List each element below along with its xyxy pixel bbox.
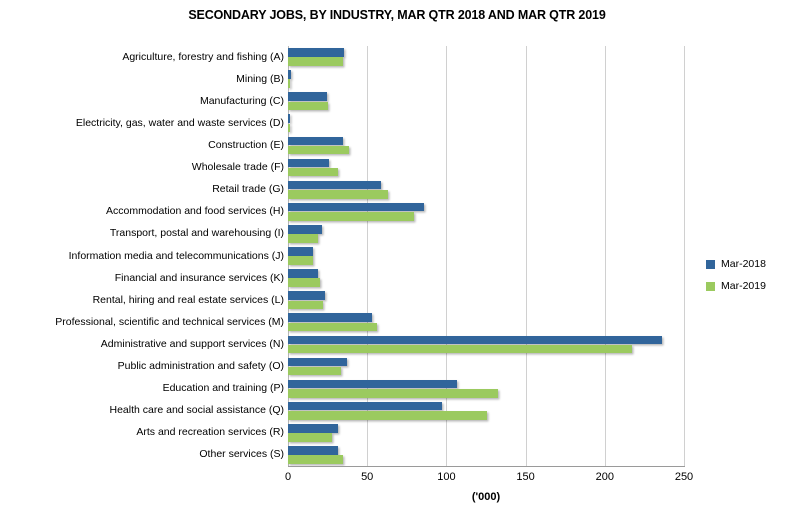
gridline-250 — [684, 46, 685, 466]
category-label: Administrative and support services (N) — [100, 337, 284, 350]
bar-mar-2019 — [288, 300, 323, 310]
bar-mar-2018 — [288, 423, 338, 433]
bar-mar-2019 — [288, 123, 290, 133]
category-label: Wholesale trade (F) — [191, 161, 284, 174]
bar-mar-2019 — [288, 366, 342, 376]
bar-mar-2019 — [288, 234, 319, 243]
bar-mar-2019 — [288, 256, 313, 265]
bar-row — [288, 400, 684, 422]
bar-mar-2019 — [288, 278, 320, 287]
bar-mar-2018 — [288, 446, 338, 455]
bar-row — [288, 112, 684, 134]
x-axis-line — [288, 466, 685, 467]
bar-row — [288, 134, 684, 156]
bar-row — [288, 311, 684, 333]
category-label: Financial and insurance services (K) — [114, 271, 284, 284]
bar-mar-2018 — [288, 401, 442, 411]
bar-row — [288, 289, 684, 311]
category-label: Electricity, gas, water and waste servic… — [75, 116, 284, 129]
bar-row — [288, 267, 684, 289]
x-tick-label: 100 — [437, 471, 456, 483]
bar-row — [288, 68, 684, 90]
legend-label: Mar-2018 — [721, 258, 766, 270]
bar-row — [288, 333, 684, 355]
category-axis-labels: Agriculture, forestry and fishing (A) Min… — [0, 46, 284, 466]
bar-mar-2018 — [288, 379, 457, 389]
category-label: Education and training (P) — [162, 382, 284, 395]
x-tick-label: 150 — [516, 471, 535, 483]
bar-mar-2019 — [288, 57, 343, 66]
x-tick-label: 250 — [674, 471, 694, 483]
bar-row — [288, 201, 684, 223]
bar-row — [288, 378, 684, 400]
category-label: Mining (B) — [236, 72, 284, 85]
category-label: Other services (S) — [199, 448, 284, 461]
bar-mar-2018 — [288, 202, 425, 212]
bar-mar-2018 — [288, 335, 662, 345]
x-tick-label: 200 — [595, 471, 614, 483]
category-label: Professional, scientific and technical s… — [55, 315, 284, 328]
bar-mar-2019 — [288, 212, 414, 221]
plot-area — [288, 46, 685, 466]
category-label: Arts and recreation services (R) — [136, 426, 284, 439]
bar-mar-2019 — [288, 411, 487, 420]
chart-legend: Mar-2018 Mar-2019 — [706, 258, 792, 302]
category-label: Information media and telecommunications… — [68, 249, 284, 262]
legend-entry[interactable]: Mar-2018 — [706, 258, 792, 270]
legend-swatch-icon — [706, 259, 715, 269]
bar-row — [288, 90, 684, 112]
chart-title: SECONDARY JOBS, BY INDUSTRY, MAR QTR 201… — [188, 8, 606, 22]
bar-mar-2018 — [288, 291, 326, 300]
bar-mar-2018 — [288, 357, 347, 367]
bar-mar-2019 — [288, 101, 329, 111]
bar-row — [288, 444, 684, 466]
category-label: Rental, hiring and real estate services … — [92, 293, 284, 306]
bar-rows — [288, 46, 684, 466]
bar-row — [288, 223, 684, 245]
bar-mar-2019 — [288, 79, 291, 89]
x-tick-label: 0 — [284, 471, 292, 483]
category-label: Retail trade (G) — [212, 183, 284, 196]
bar-mar-2018 — [288, 92, 327, 101]
bar-mar-2019 — [288, 322, 377, 332]
bar-mar-2018 — [288, 136, 343, 146]
bar-mar-2018 — [288, 180, 382, 190]
category-label: Construction (E) — [208, 138, 284, 151]
bar-mar-2018 — [288, 70, 292, 79]
category-label: Transport, postal and warehousing (I) — [109, 227, 284, 240]
bar-mar-2019 — [288, 344, 632, 354]
bar-row — [288, 422, 684, 444]
bar-mar-2018 — [288, 158, 330, 168]
legend-entry[interactable]: Mar-2019 — [706, 280, 792, 292]
bar-mar-2018 — [288, 48, 345, 57]
category-label: Agriculture, forestry and fishing (A) — [122, 50, 284, 63]
bar-mar-2019 — [288, 167, 338, 177]
category-label: Public administration and safety (O) — [117, 360, 284, 373]
legend-label: Mar-2019 — [721, 280, 766, 292]
bar-row — [288, 46, 684, 68]
bar-mar-2018 — [288, 114, 291, 124]
x-tick-label: 50 — [361, 471, 374, 483]
bar-mar-2019 — [288, 189, 388, 199]
x-axis-title: ('000) — [471, 491, 501, 503]
category-label: Manufacturing (C) — [199, 94, 284, 107]
bar-row — [288, 157, 684, 179]
bar-mar-2018 — [288, 247, 313, 256]
bar-mar-2018 — [288, 269, 319, 278]
bar-row — [288, 355, 684, 377]
legend-swatch-icon — [706, 281, 715, 291]
bar-mar-2019 — [288, 433, 333, 442]
bar-mar-2019 — [288, 388, 498, 398]
bar-row — [288, 179, 684, 201]
category-label: Health care and social assistance (Q) — [109, 404, 285, 417]
bar-mar-2018 — [288, 224, 323, 234]
category-label: Accommodation and food services (H) — [106, 205, 284, 218]
x-axis-tick-labels: 0 50 100 150 200 250 — [284, 471, 693, 489]
bar-mar-2018 — [288, 313, 372, 322]
bar-mar-2019 — [288, 455, 344, 464]
bar-mar-2019 — [288, 145, 349, 155]
bar-row — [288, 245, 684, 267]
